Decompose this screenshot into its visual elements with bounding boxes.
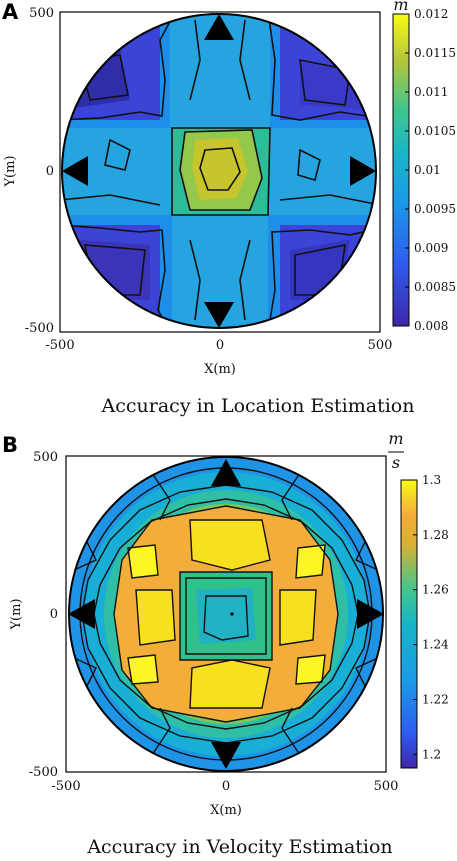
panel-b-marker-right (357, 599, 384, 629)
panel-a-xtick-right: 500 (368, 338, 393, 353)
panel-b-marker-top (211, 459, 241, 486)
panel-b-markers (68, 459, 384, 769)
panel-a-ylabel: Y(m) (3, 155, 18, 187)
panel-a-title: Accuracy in Location Estimation (101, 395, 415, 417)
panel-b-xlabel: X(m) (210, 803, 242, 818)
panel-b-unit-den: s (392, 453, 400, 472)
panel-b-colorbar-ticks: 1.3 1.28 1.26 1.24 1.22 1.2 (413, 473, 449, 761)
panel-a-unit: m (393, 0, 408, 14)
colorbar-tick-label: 0.0105 (414, 124, 456, 138)
colorbar-tick-label: 0.0095 (414, 202, 456, 216)
panel-a-marker-top (204, 14, 234, 40)
panel-b-marker-bottom (211, 742, 241, 769)
panel-a-ytick-top: 500 (29, 6, 54, 21)
panel-b-xtick-left: -500 (51, 779, 80, 794)
panel-b: B (2, 429, 449, 858)
colorbar-tick-label: 1.28 (422, 528, 449, 542)
panel-a-xlabel: X(m) (204, 362, 236, 377)
panel-a-markers (62, 14, 376, 328)
panel-b-ytick-top: 500 (33, 450, 58, 465)
panel-a-ytick-bottom: -500 (25, 321, 54, 336)
colorbar-tick-label: 1.2 (422, 747, 441, 761)
panel-a-marker-right (350, 156, 376, 186)
panel-a-xtick-left: -500 (45, 338, 74, 353)
panel-a: A (2, 0, 456, 417)
panel-b-ylabel: Y(m) (9, 598, 24, 630)
panel-a-axes-box (59, 11, 381, 333)
colorbar-tick-label: 1.24 (422, 638, 449, 652)
panel-b-xtick-mid: 0 (222, 779, 230, 794)
panel-b-title: Accuracy in Velocity Estimation (86, 836, 392, 858)
colorbar-tick-label: 0.0085 (414, 280, 456, 294)
colorbar-tick-label: 0.009 (414, 241, 448, 255)
panel-a-colorbar-ticks: 0.012 0.0115 0.011 0.0105 0.01 0.0095 0.009 0.0… (405, 7, 456, 333)
colorbar-tick-label: 1.22 (422, 692, 449, 706)
colorbar-tick-label: 0.0115 (414, 46, 456, 60)
panel-b-heatmap (69, 457, 383, 771)
colorbar-tick-label: 1.3 (422, 473, 441, 487)
panel-a-letter: A (2, 0, 19, 24)
panel-b-marker-left (68, 599, 95, 629)
panel-b-ytick-bottom: -500 (29, 765, 58, 780)
panel-a-xtick-mid: 0 (216, 338, 224, 353)
colorbar-tick-label: 1.26 (422, 583, 449, 597)
panel-b-colorbar (400, 479, 418, 769)
panel-b-ytick-mid: 0 (50, 607, 58, 622)
colorbar-tick-label: 0.01 (414, 163, 441, 177)
colorbar-tick-label: 0.011 (414, 85, 448, 99)
panel-a-ytick-mid: 0 (46, 164, 54, 179)
panel-a-marker-bottom (204, 302, 234, 328)
colorbar-tick-label: 0.012 (414, 7, 448, 21)
panel-a-marker-left (62, 156, 88, 186)
panel-b-letter: B (2, 433, 18, 457)
panel-b-axes-box (65, 455, 387, 773)
panel-b-unit-num: m (388, 429, 403, 448)
colorbar-tick-label: 0.008 (414, 319, 448, 333)
panel-b-xtick-right: 500 (374, 779, 399, 794)
